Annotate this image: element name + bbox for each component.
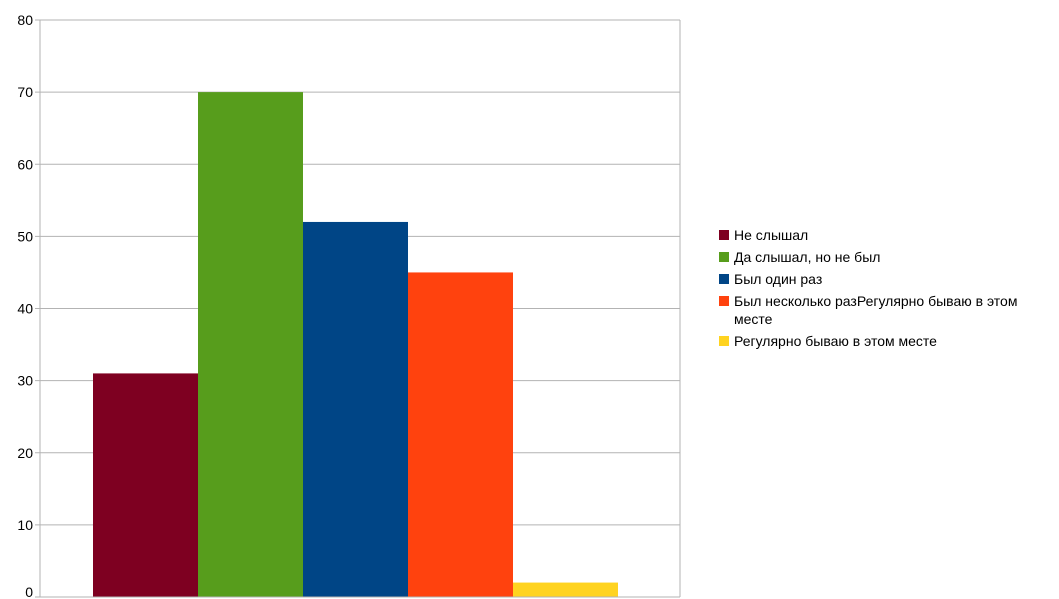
legend-swatch xyxy=(719,230,729,240)
y-tick-label: 50 xyxy=(17,228,33,244)
y-tick-label: 60 xyxy=(17,156,33,172)
bar xyxy=(408,272,513,597)
legend-item: Да слышал, но не был xyxy=(719,248,1059,266)
legend-swatch xyxy=(719,252,729,262)
legend-swatch xyxy=(719,336,729,346)
y-axis-ticks: 0 10 20 30 40 50 60 70 80 xyxy=(17,12,40,599)
legend-item: Не слышал xyxy=(719,226,1059,244)
legend-label: Был один раз xyxy=(734,271,823,287)
legend-label: Был несколько разРегулярно бываю в этом … xyxy=(734,293,1018,327)
legend-swatch xyxy=(719,296,729,306)
legend-swatch xyxy=(719,274,729,284)
y-tick-label: 30 xyxy=(17,373,33,389)
legend-item: Был один раз xyxy=(719,270,1059,288)
bar xyxy=(303,221,408,597)
legend-label: Регулярно бываю в этом месте xyxy=(734,333,937,349)
legend-item: Регулярно бываю в этом месте xyxy=(719,332,1059,350)
y-tick-label: 80 xyxy=(17,12,33,28)
legend-label: Да слышал, но не был xyxy=(734,249,881,265)
bar xyxy=(513,582,618,597)
legend-item: Был несколько разРегулярно бываю в этом … xyxy=(719,292,1059,328)
y-tick-label: 20 xyxy=(17,445,33,461)
bars xyxy=(93,92,618,597)
y-tick-label: 0 xyxy=(25,584,33,599)
y-tick-label: 10 xyxy=(17,517,33,533)
legend: Не слышал Да слышал, но не был Был один … xyxy=(719,226,1059,354)
bar xyxy=(93,373,198,597)
legend-label: Не слышал xyxy=(734,227,809,243)
y-tick-label: 70 xyxy=(17,84,33,100)
y-tick-label: 40 xyxy=(17,301,33,317)
bar xyxy=(198,92,303,597)
